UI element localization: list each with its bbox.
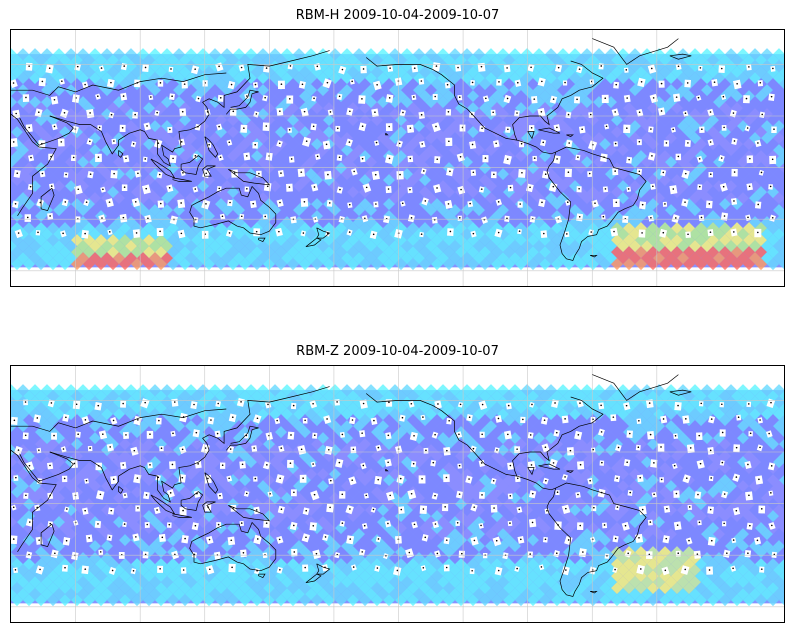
coastlines — [11, 38, 692, 261]
map-canvas-rbm-z — [11, 366, 784, 622]
sampling-gaps — [11, 398, 777, 576]
sampling-gaps — [11, 62, 777, 240]
panel-2-title: RBM-Z 2009-10-04-2009-10-07 — [296, 344, 499, 359]
panel-1-title: RBM-H 2009-10-04-2009-10-07 — [295, 8, 500, 23]
map-panel-rbm-z[interactable] — [10, 365, 785, 623]
swath-tiles — [11, 384, 784, 607]
map-canvas-rbm-h — [11, 30, 784, 286]
graticule — [11, 30, 784, 286]
map-panel-rbm-h[interactable] — [10, 29, 785, 287]
coastlines — [11, 374, 692, 597]
